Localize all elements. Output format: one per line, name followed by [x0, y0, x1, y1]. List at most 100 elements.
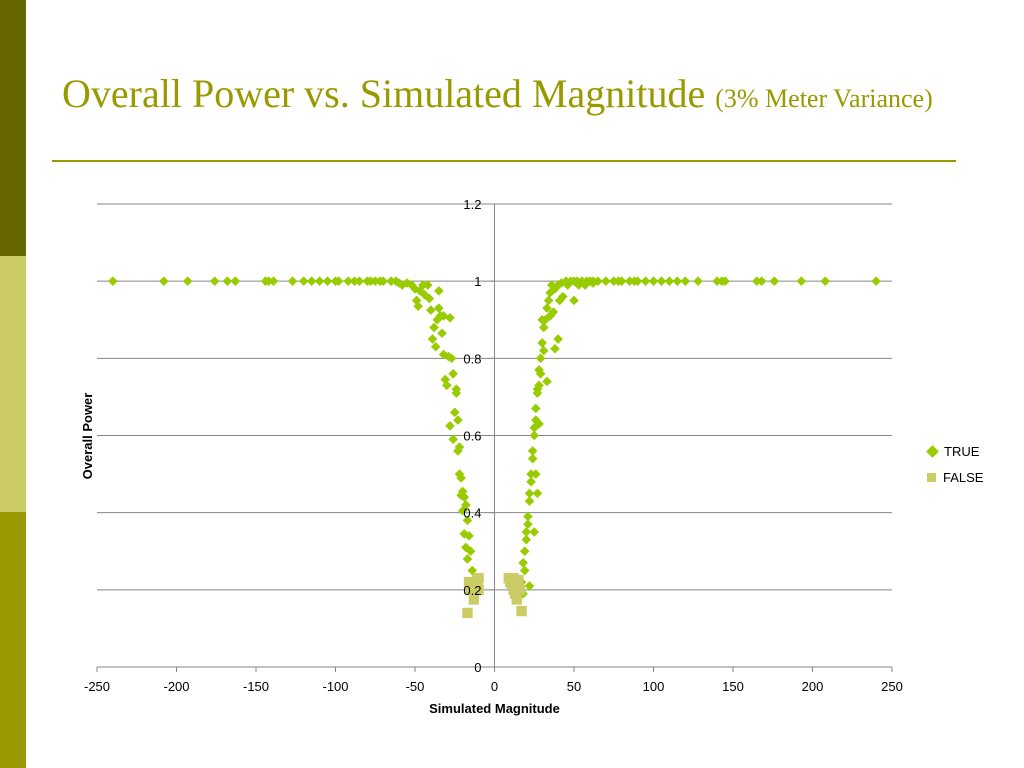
point-false-15	[511, 594, 522, 605]
point-false-17	[514, 584, 526, 596]
point-true-91	[535, 353, 546, 364]
x-tick-label-8: 150	[722, 679, 744, 694]
point-true-63	[465, 546, 476, 557]
point-false-19	[508, 573, 519, 584]
point-true-93	[538, 322, 549, 333]
point-true-36	[422, 280, 433, 290]
point-true-51	[446, 353, 457, 364]
slide-title-main: Overall Power vs. Simulated Magnitude	[62, 71, 706, 116]
point-true-82	[521, 527, 532, 537]
x-tick-label-5: 0	[491, 679, 498, 694]
point-true-163	[532, 488, 543, 499]
point-true-2	[182, 276, 193, 286]
point-true-28	[402, 278, 412, 288]
point-true-115	[616, 276, 627, 286]
point-false-6	[473, 573, 484, 584]
y-tick-label-4: 0.8	[463, 351, 481, 366]
title-divider	[52, 160, 956, 162]
point-true-160	[529, 527, 540, 537]
point-true-162	[534, 419, 544, 429]
point-true-4	[222, 276, 233, 286]
point-true-128	[720, 276, 730, 286]
x-tick-label-2: -150	[243, 679, 269, 694]
point-true-52	[448, 434, 458, 445]
point-true-31	[411, 295, 422, 306]
point-true-15	[333, 276, 344, 286]
point-true-146	[535, 368, 546, 379]
point-true-26	[394, 278, 404, 288]
point-true-32	[413, 301, 423, 312]
point-true-141	[527, 453, 538, 464]
legend-diamond-icon	[926, 444, 939, 458]
y-tick-label-1: 0.2	[463, 583, 481, 598]
point-true-120	[648, 276, 659, 286]
point-true-48	[442, 380, 452, 391]
point-true-70	[451, 384, 462, 394]
y-tick-label-6: 1.2	[463, 197, 481, 212]
point-true-131	[769, 276, 780, 286]
point-true-59	[459, 492, 470, 503]
legend-square-icon	[927, 472, 936, 482]
point-true-77	[462, 554, 473, 564]
point-true-151	[550, 343, 560, 354]
point-true-161	[524, 581, 535, 591]
point-true-112	[601, 276, 611, 286]
point-true-67	[438, 311, 449, 321]
point-true-47	[440, 374, 451, 385]
y-axis-title: Overall Power	[80, 393, 95, 480]
point-true-11	[306, 276, 317, 286]
side-bar-light	[0, 256, 26, 512]
point-true-1	[158, 276, 169, 286]
y-tick-label-2: 0.4	[463, 506, 481, 521]
point-true-134	[871, 276, 881, 286]
point-true-125	[693, 276, 703, 286]
x-tick-label-3: -100	[322, 679, 348, 694]
point-true-119	[640, 276, 651, 286]
slide-title: Overall Power vs. Simulated Magnitude (3…	[62, 70, 962, 123]
slide-title-subtitle: (3% Meter Variance)	[715, 84, 933, 113]
point-true-8	[268, 276, 279, 286]
point-true-25	[391, 276, 401, 286]
point-true-33	[414, 286, 425, 296]
point-true-147	[537, 314, 547, 325]
point-true-29	[407, 280, 417, 290]
point-true-148	[538, 345, 549, 356]
point-true-38	[426, 305, 436, 315]
chart-legend: TRUE FALSE	[926, 438, 983, 490]
point-true-149	[542, 376, 552, 387]
point-true-41	[430, 341, 441, 352]
point-true-37	[424, 293, 435, 304]
point-true-133	[820, 276, 831, 286]
side-bar-mid	[0, 512, 26, 768]
point-true-71	[453, 446, 463, 456]
point-true-46	[438, 349, 449, 360]
point-true-68	[445, 313, 455, 323]
point-true-23	[378, 276, 388, 286]
point-true-132	[796, 276, 807, 286]
point-true-144	[532, 388, 543, 398]
x-tick-label-4: -50	[406, 679, 425, 694]
point-true-137	[521, 534, 532, 545]
point-false-4	[468, 594, 480, 605]
point-true-156	[569, 295, 579, 306]
point-true-62	[464, 531, 474, 541]
point-true-12	[314, 276, 325, 286]
point-true-145	[534, 380, 544, 391]
point-true-66	[434, 303, 444, 313]
x-axis-title: Simulated Magnitude	[429, 701, 560, 716]
point-true-155	[562, 280, 573, 290]
point-false-9	[463, 576, 475, 588]
point-true-18	[354, 276, 365, 286]
point-true-139	[524, 496, 535, 506]
point-true-136	[519, 565, 530, 576]
point-true-87	[529, 422, 540, 433]
point-true-45	[437, 328, 447, 339]
point-true-43	[434, 286, 444, 296]
point-true-84	[524, 488, 535, 499]
point-false-18	[516, 605, 527, 617]
y-tick-label-5: 1	[474, 274, 481, 289]
point-true-98	[546, 280, 557, 290]
point-true-75	[459, 529, 470, 539]
point-false-0	[462, 607, 473, 619]
